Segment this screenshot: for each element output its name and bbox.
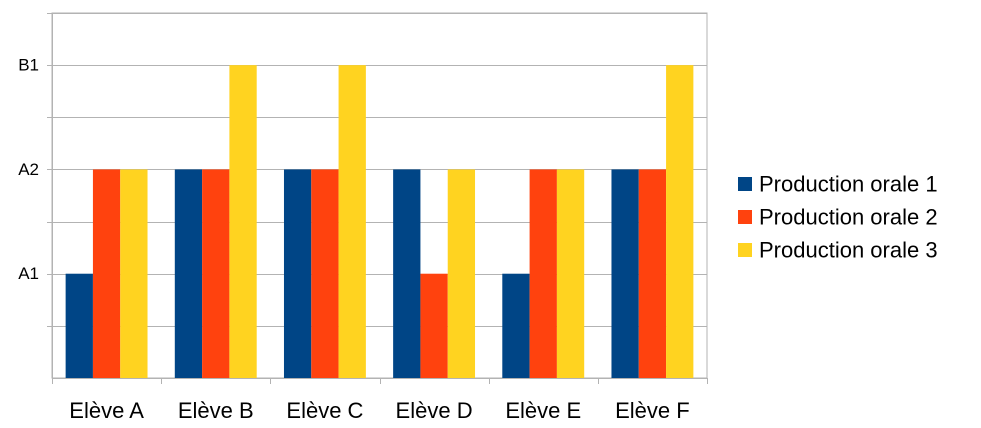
grid-lines	[51, 12, 708, 379]
legend-swatch-1	[738, 177, 752, 191]
axes	[47, 13, 708, 384]
bar-series1-6	[611, 169, 639, 378]
y-tick-label: A2	[18, 160, 39, 179]
bar-series3-4	[447, 169, 476, 378]
bar-series1-1	[65, 273, 93, 378]
legend-label-3: Production orale 3	[759, 238, 938, 263]
bar-series2-2	[202, 169, 230, 378]
bar-series2-5	[529, 169, 557, 378]
x-tick-label: Elève C	[286, 398, 363, 423]
legend-label-2: Production orale 2	[759, 205, 938, 230]
y-tick-label: B1	[18, 56, 39, 75]
bar-series1-5	[502, 273, 530, 378]
bar-series3-2	[229, 65, 257, 378]
x-tick-label: Elève B	[178, 398, 254, 423]
bar-series2-3	[311, 169, 339, 378]
x-tick-labels: Elève A Elève B Elève C Elève D Elève E Elève…	[69, 398, 689, 423]
bar-series1-3	[283, 169, 312, 378]
bar-series3-3	[338, 65, 366, 378]
bar-series2-4	[420, 273, 448, 378]
legend-swatch-2	[738, 210, 752, 224]
x-tick-label: Elève E	[505, 398, 581, 423]
bars	[65, 65, 694, 378]
bar-series1-4	[393, 169, 421, 378]
bar-series2-6	[638, 169, 667, 378]
y-tick-label: A1	[18, 264, 39, 283]
x-tick-label: Elève D	[396, 398, 473, 423]
plot-frame	[51, 12, 708, 379]
bar-series3-6	[666, 65, 694, 378]
x-tick-label: Elève F	[615, 398, 690, 423]
legend-swatch-3	[738, 243, 752, 257]
bar-series1-2	[174, 169, 203, 378]
y-tick-labels: A1 A2 B1	[18, 56, 39, 284]
legend-label-1: Production orale 1	[759, 172, 938, 197]
x-tick-label: Elève A	[69, 398, 144, 423]
bar-series2-1	[92, 169, 121, 378]
bar-series3-5	[556, 169, 585, 378]
bar-series3-1	[120, 169, 148, 378]
legend: Production orale 1 Production orale 2 Prod…	[738, 172, 938, 263]
